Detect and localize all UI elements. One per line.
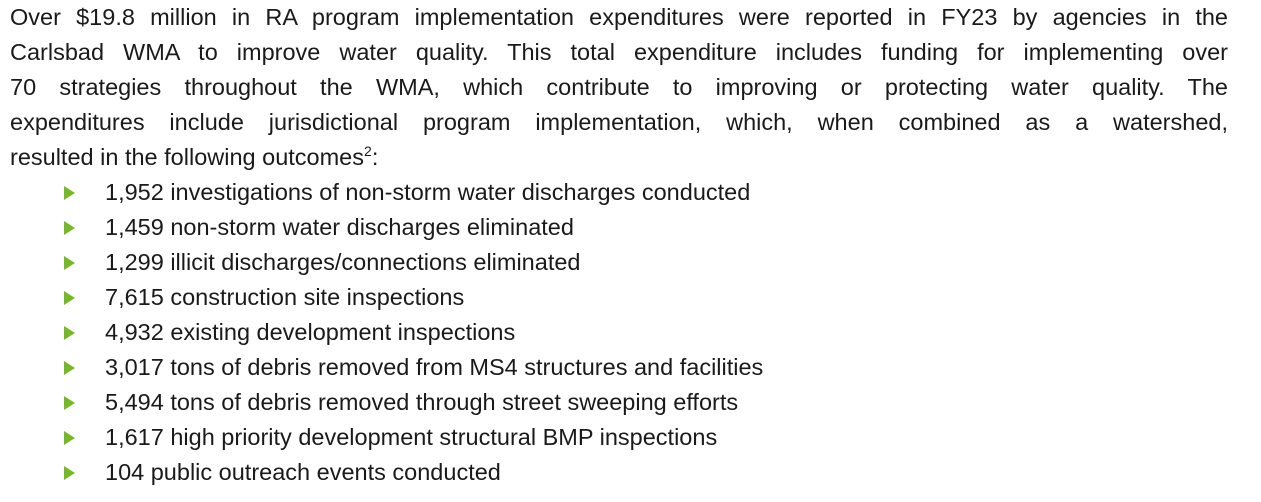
paragraph-line: Over $19.8 million in RA program impleme…: [10, 4, 1228, 30]
list-item: 104 public outreach events conducted: [10, 455, 1228, 490]
outcomes-list: 1,952 investigations of non-storm water …: [10, 175, 1228, 490]
triangle-right-icon: [64, 466, 75, 480]
paragraph-line: resulted in the following outcomes2:: [10, 140, 1228, 175]
triangle-right-icon: [64, 326, 75, 340]
list-item-text: 1,952 investigations of non-storm water …: [105, 179, 751, 205]
list-item-text: 7,615 construction site inspections: [105, 284, 465, 310]
list-item: 1,459 non-storm water discharges elimina…: [10, 210, 1228, 245]
list-item-text: 3,017 tons of debris removed from MS4 st…: [105, 354, 764, 380]
paragraph-line: 70 strategies throughout the WMA, which …: [10, 74, 1228, 100]
triangle-right-icon: [64, 361, 75, 375]
paragraph-colon: :: [371, 144, 379, 170]
list-item: 5,494 tons of debris removed through str…: [10, 385, 1228, 420]
list-item: 1,952 investigations of non-storm water …: [10, 175, 1228, 210]
triangle-right-icon: [64, 221, 75, 235]
paragraph-last-line-text: resulted in the following outcomes: [10, 144, 365, 170]
paragraph-line: expenditures include jurisdictional prog…: [10, 109, 1228, 135]
list-item-text: 1,299 illicit discharges/connections eli…: [105, 249, 581, 275]
list-item: 1,617 high priority development structur…: [10, 420, 1228, 455]
list-item-text: 104 public outreach events conducted: [105, 459, 501, 485]
triangle-right-icon: [64, 291, 75, 305]
list-item-text: 4,932 existing development inspections: [105, 319, 516, 345]
list-item-text: 1,459 non-storm water discharges elimina…: [105, 214, 574, 240]
list-item-text: 5,494 tons of debris removed through str…: [105, 389, 739, 415]
summary-paragraph: Over $19.8 million in RA program impleme…: [10, 0, 1228, 175]
list-item: 3,017 tons of debris removed from MS4 st…: [10, 350, 1228, 385]
triangle-right-icon: [64, 396, 75, 410]
document-body: Over $19.8 million in RA program impleme…: [10, 0, 1228, 490]
list-item: 7,615 construction site inspections: [10, 280, 1228, 315]
triangle-right-icon: [64, 186, 75, 200]
list-item: 1,299 illicit discharges/connections eli…: [10, 245, 1228, 280]
triangle-right-icon: [64, 256, 75, 270]
paragraph-line: Carlsbad WMA to improve water quality. T…: [10, 39, 1228, 65]
footnote-reference[interactable]: 2: [364, 143, 372, 159]
list-item: 4,932 existing development inspections: [10, 315, 1228, 350]
triangle-right-icon: [64, 431, 75, 445]
list-item-text: 1,617 high priority development structur…: [105, 424, 718, 450]
